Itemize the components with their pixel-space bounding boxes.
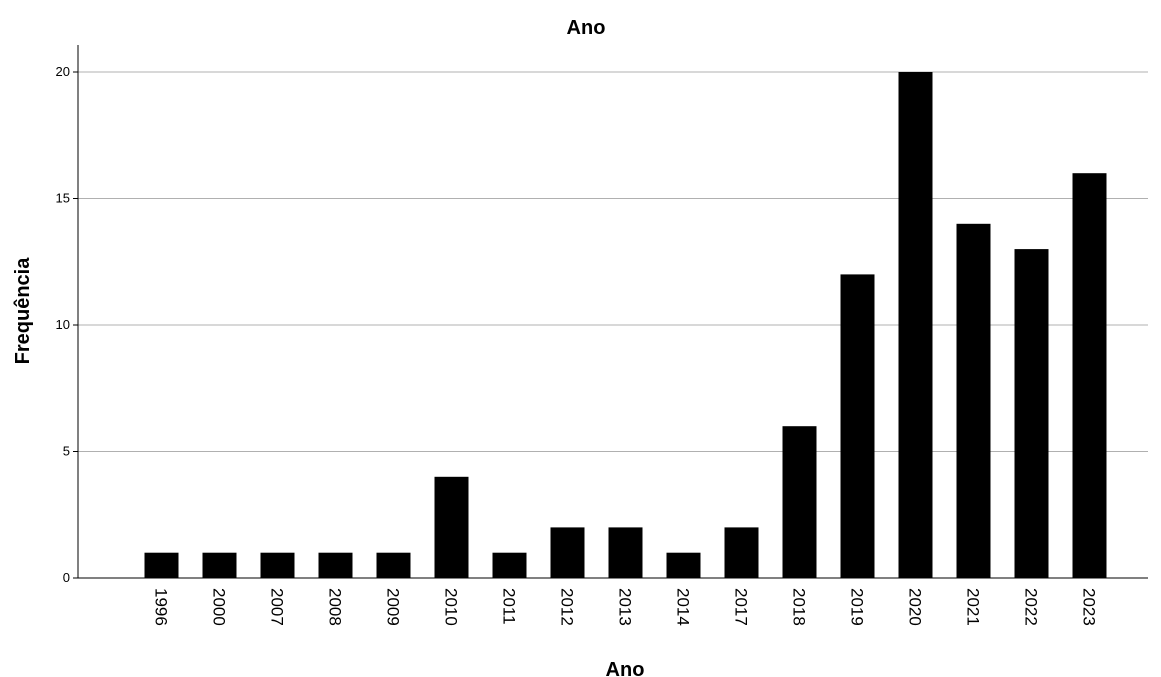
y-tick-label: 15 [56, 191, 70, 206]
x-tick-label: 2000 [210, 588, 229, 626]
x-tick-label: 2022 [1022, 588, 1041, 626]
bar [202, 552, 237, 578]
x-tick-labels: 1996 2000 2007 2008 2009 2010 2011 2012 2013 2014… [152, 588, 1099, 626]
x-tick-label: 2017 [732, 588, 751, 626]
bar [1072, 173, 1107, 578]
bar [434, 476, 469, 578]
x-tick-label: 2009 [384, 588, 403, 626]
y-tick-label: 10 [56, 317, 70, 332]
y-tick-label: 20 [56, 64, 70, 79]
x-tick-label: 2011 [500, 588, 519, 625]
bar [666, 552, 701, 578]
x-tick-label: 1996 [152, 588, 171, 626]
x-tick-label: 2013 [616, 588, 635, 626]
bar [840, 274, 875, 578]
x-tick-label: 2014 [674, 588, 693, 626]
x-tick-label: 2010 [442, 588, 461, 626]
x-tick-label: 2019 [848, 588, 867, 626]
bar [1014, 249, 1049, 578]
bar [260, 552, 295, 578]
bar [492, 552, 527, 578]
bar [550, 527, 585, 578]
bar [898, 72, 933, 578]
bar [782, 426, 817, 578]
y-tick-label: 5 [63, 444, 70, 459]
bar [956, 223, 991, 579]
x-tick-label: 2020 [906, 588, 925, 626]
bar [724, 527, 759, 578]
x-tick-label: 2023 [1080, 588, 1099, 626]
x-tick-label: 2012 [558, 588, 577, 626]
y-axis-title: Frequência [12, 257, 34, 365]
x-tick-label: 2018 [790, 588, 809, 626]
bar [144, 552, 179, 578]
y-tick-labels: 0 5 10 15 20 [56, 64, 70, 585]
bar [376, 552, 411, 578]
bar [318, 552, 353, 578]
x-tick-label: 2007 [268, 588, 287, 626]
x-tick-label: 2008 [326, 588, 345, 626]
chart-title: Ano [567, 17, 606, 39]
x-tick-label: 2021 [964, 588, 983, 626]
y-tick-label: 0 [63, 570, 70, 585]
bars [144, 72, 1107, 579]
bar [608, 527, 643, 578]
x-axis-title: Ano [606, 659, 645, 677]
axes [73, 45, 1148, 579]
